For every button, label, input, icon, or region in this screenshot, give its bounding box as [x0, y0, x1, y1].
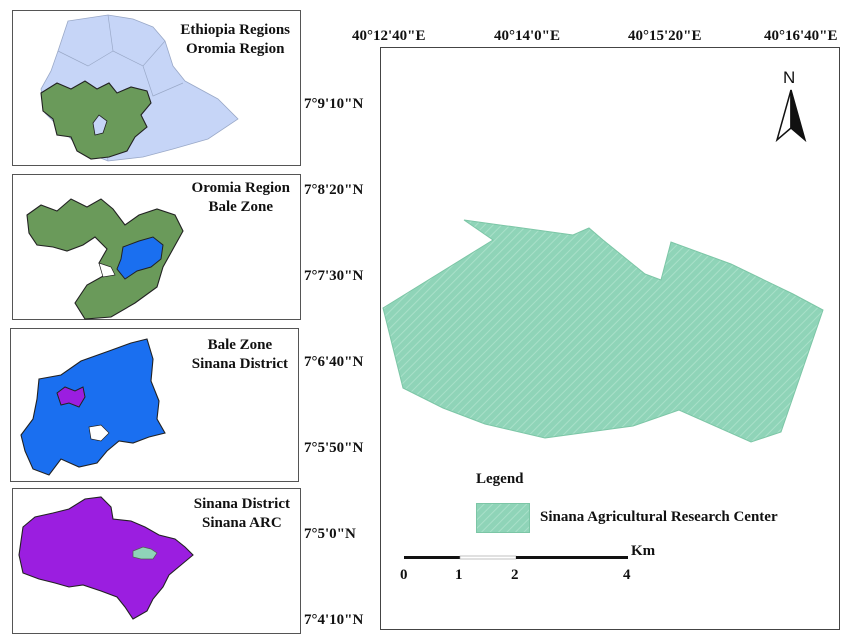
scale-tick-label: 1: [455, 567, 463, 583]
sinana-district-shape: [18, 496, 194, 620]
bale-zone-shape: [116, 236, 164, 280]
longitude-label: 40°12'40"E: [352, 28, 426, 44]
longitude-label: 40°16'40"E: [764, 28, 838, 44]
inset-oromia-map: Oromia Region Bale Zone: [12, 174, 301, 320]
main-map-frame: [380, 47, 840, 630]
inset-title: Sinana District Sinana ARC: [194, 495, 290, 533]
inset-title-line2: Sinana ARC: [202, 515, 282, 531]
latitude-label: 7°8'20"N: [304, 182, 364, 198]
inset-title-line1: Sinana District: [193, 496, 290, 512]
longitude-label: 40°15'20"E: [628, 28, 702, 44]
latitude-label: 7°5'0"N: [304, 526, 356, 542]
latitude-label: 7°7'30"N: [304, 268, 364, 284]
ethiopia-map-graphic: [40, 14, 239, 162]
inset-title-line2: Sinana District: [191, 356, 288, 372]
sinana-arc-shape: [132, 546, 158, 560]
scale-tick-label: 0: [400, 567, 408, 583]
latitude-label: 7°4'10"N: [304, 612, 364, 628]
scale-tick-label: 2: [511, 567, 519, 583]
inset-title: Ethiopia Regions Oromia Region: [180, 21, 290, 59]
inset-title: Oromia Region Bale Zone: [192, 179, 290, 217]
bale-map-graphic: [20, 338, 166, 476]
research-center-boundary: [382, 219, 824, 443]
inset-title-line1: Ethiopia Regions: [180, 22, 290, 38]
oromia-map-graphic: [26, 198, 184, 320]
north-label: N: [783, 68, 796, 87]
inset-title-line2: Bale Zone: [208, 199, 274, 215]
scale-unit-label: Km: [631, 543, 656, 559]
latitude-label: 7°6'40"N: [304, 354, 364, 370]
research-center-map-graphic: [382, 89, 824, 443]
inset-ethiopia-map: Ethiopia Regions Oromia Region: [12, 10, 301, 166]
sinana-map-graphic: [18, 496, 194, 620]
oromia-region-shape: [26, 198, 184, 320]
inset-bale-map: Bale Zone Sinana District: [10, 328, 299, 482]
inset-title-line2: Oromia Region: [185, 41, 285, 57]
legend-item-label: Sinana Agricultural Research Center: [540, 509, 778, 525]
latitude-label: 7°5'50"N: [304, 440, 364, 456]
latitude-label: 7°9'10"N: [304, 96, 364, 112]
north-arrow-icon: [775, 89, 807, 143]
sinana-district-shape: [56, 386, 86, 408]
bale-zone-shape: [20, 338, 166, 476]
inset-title-line1: Bale Zone: [207, 337, 273, 353]
legend-swatch: [476, 503, 530, 533]
inset-sinana-map: Sinana District Sinana ARC: [12, 488, 301, 634]
scale-tick-label: 4: [623, 567, 631, 583]
inset-title-line1: Oromia Region: [191, 180, 290, 196]
scale-bar: [404, 555, 628, 560]
legend-title: Legend: [476, 471, 524, 487]
longitude-label: 40°14'0"E: [494, 28, 560, 44]
inset-title: Bale Zone Sinana District: [192, 336, 288, 374]
